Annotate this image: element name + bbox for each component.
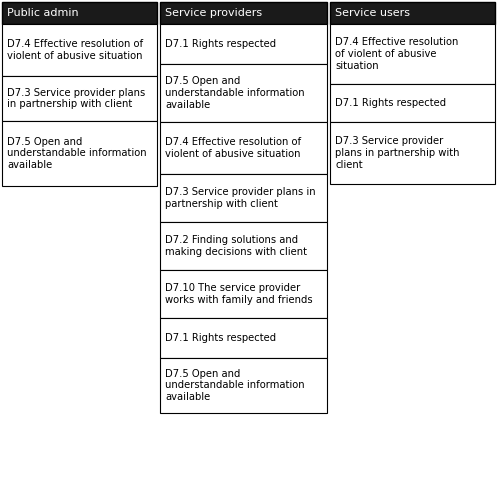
Text: Public admin: Public admin [7, 8, 78, 18]
Bar [330, 2, 495, 24]
Bar [160, 174, 327, 222]
Text: D7.4 Effective resolution of
violent of abusive situation: D7.4 Effective resolution of violent of … [165, 137, 301, 159]
Bar [160, 64, 327, 122]
Text: D7.5 Open and
understandable information
available: D7.5 Open and understandable information… [165, 369, 304, 402]
Bar [2, 76, 157, 121]
Text: D7.1 Rights respected: D7.1 Rights respected [165, 39, 276, 49]
Text: D7.5 Open and
understandable information
available: D7.5 Open and understandable information… [165, 76, 304, 110]
Text: D7.3 Service provider plans
in partnership with client: D7.3 Service provider plans in partnersh… [7, 88, 145, 109]
Bar [330, 84, 495, 122]
Text: D7.2 Finding solutions and
making decisions with client: D7.2 Finding solutions and making decisi… [165, 235, 307, 257]
Text: D7.3 Service provider
plans in partnership with
client: D7.3 Service provider plans in partnersh… [335, 137, 460, 170]
Text: D7.10 The service provider
works with family and friends: D7.10 The service provider works with fa… [165, 283, 312, 305]
Bar [160, 24, 327, 64]
Bar [160, 222, 327, 270]
Text: D7.1 Rights respected: D7.1 Rights respected [335, 98, 446, 108]
Bar [160, 318, 327, 358]
Bar [160, 358, 327, 413]
Bar [2, 2, 157, 24]
Text: Service providers: Service providers [165, 8, 262, 18]
Text: D7.4 Effective resolution of
violent of abusive situation: D7.4 Effective resolution of violent of … [7, 39, 143, 61]
Bar [2, 24, 157, 76]
Text: D7.1 Rights respected: D7.1 Rights respected [165, 333, 276, 343]
Bar [160, 270, 327, 318]
Bar [2, 121, 157, 186]
Text: D7.4 Effective resolution
of violent of abusive
situation: D7.4 Effective resolution of violent of … [335, 37, 458, 70]
Bar [330, 122, 495, 184]
Text: D7.3 Service provider plans in
partnership with client: D7.3 Service provider plans in partnersh… [165, 187, 316, 209]
Bar [160, 2, 327, 24]
Text: Service users: Service users [335, 8, 410, 18]
Bar [160, 122, 327, 174]
Bar [330, 24, 495, 84]
Text: D7.5 Open and
understandable information
available: D7.5 Open and understandable information… [7, 137, 146, 170]
